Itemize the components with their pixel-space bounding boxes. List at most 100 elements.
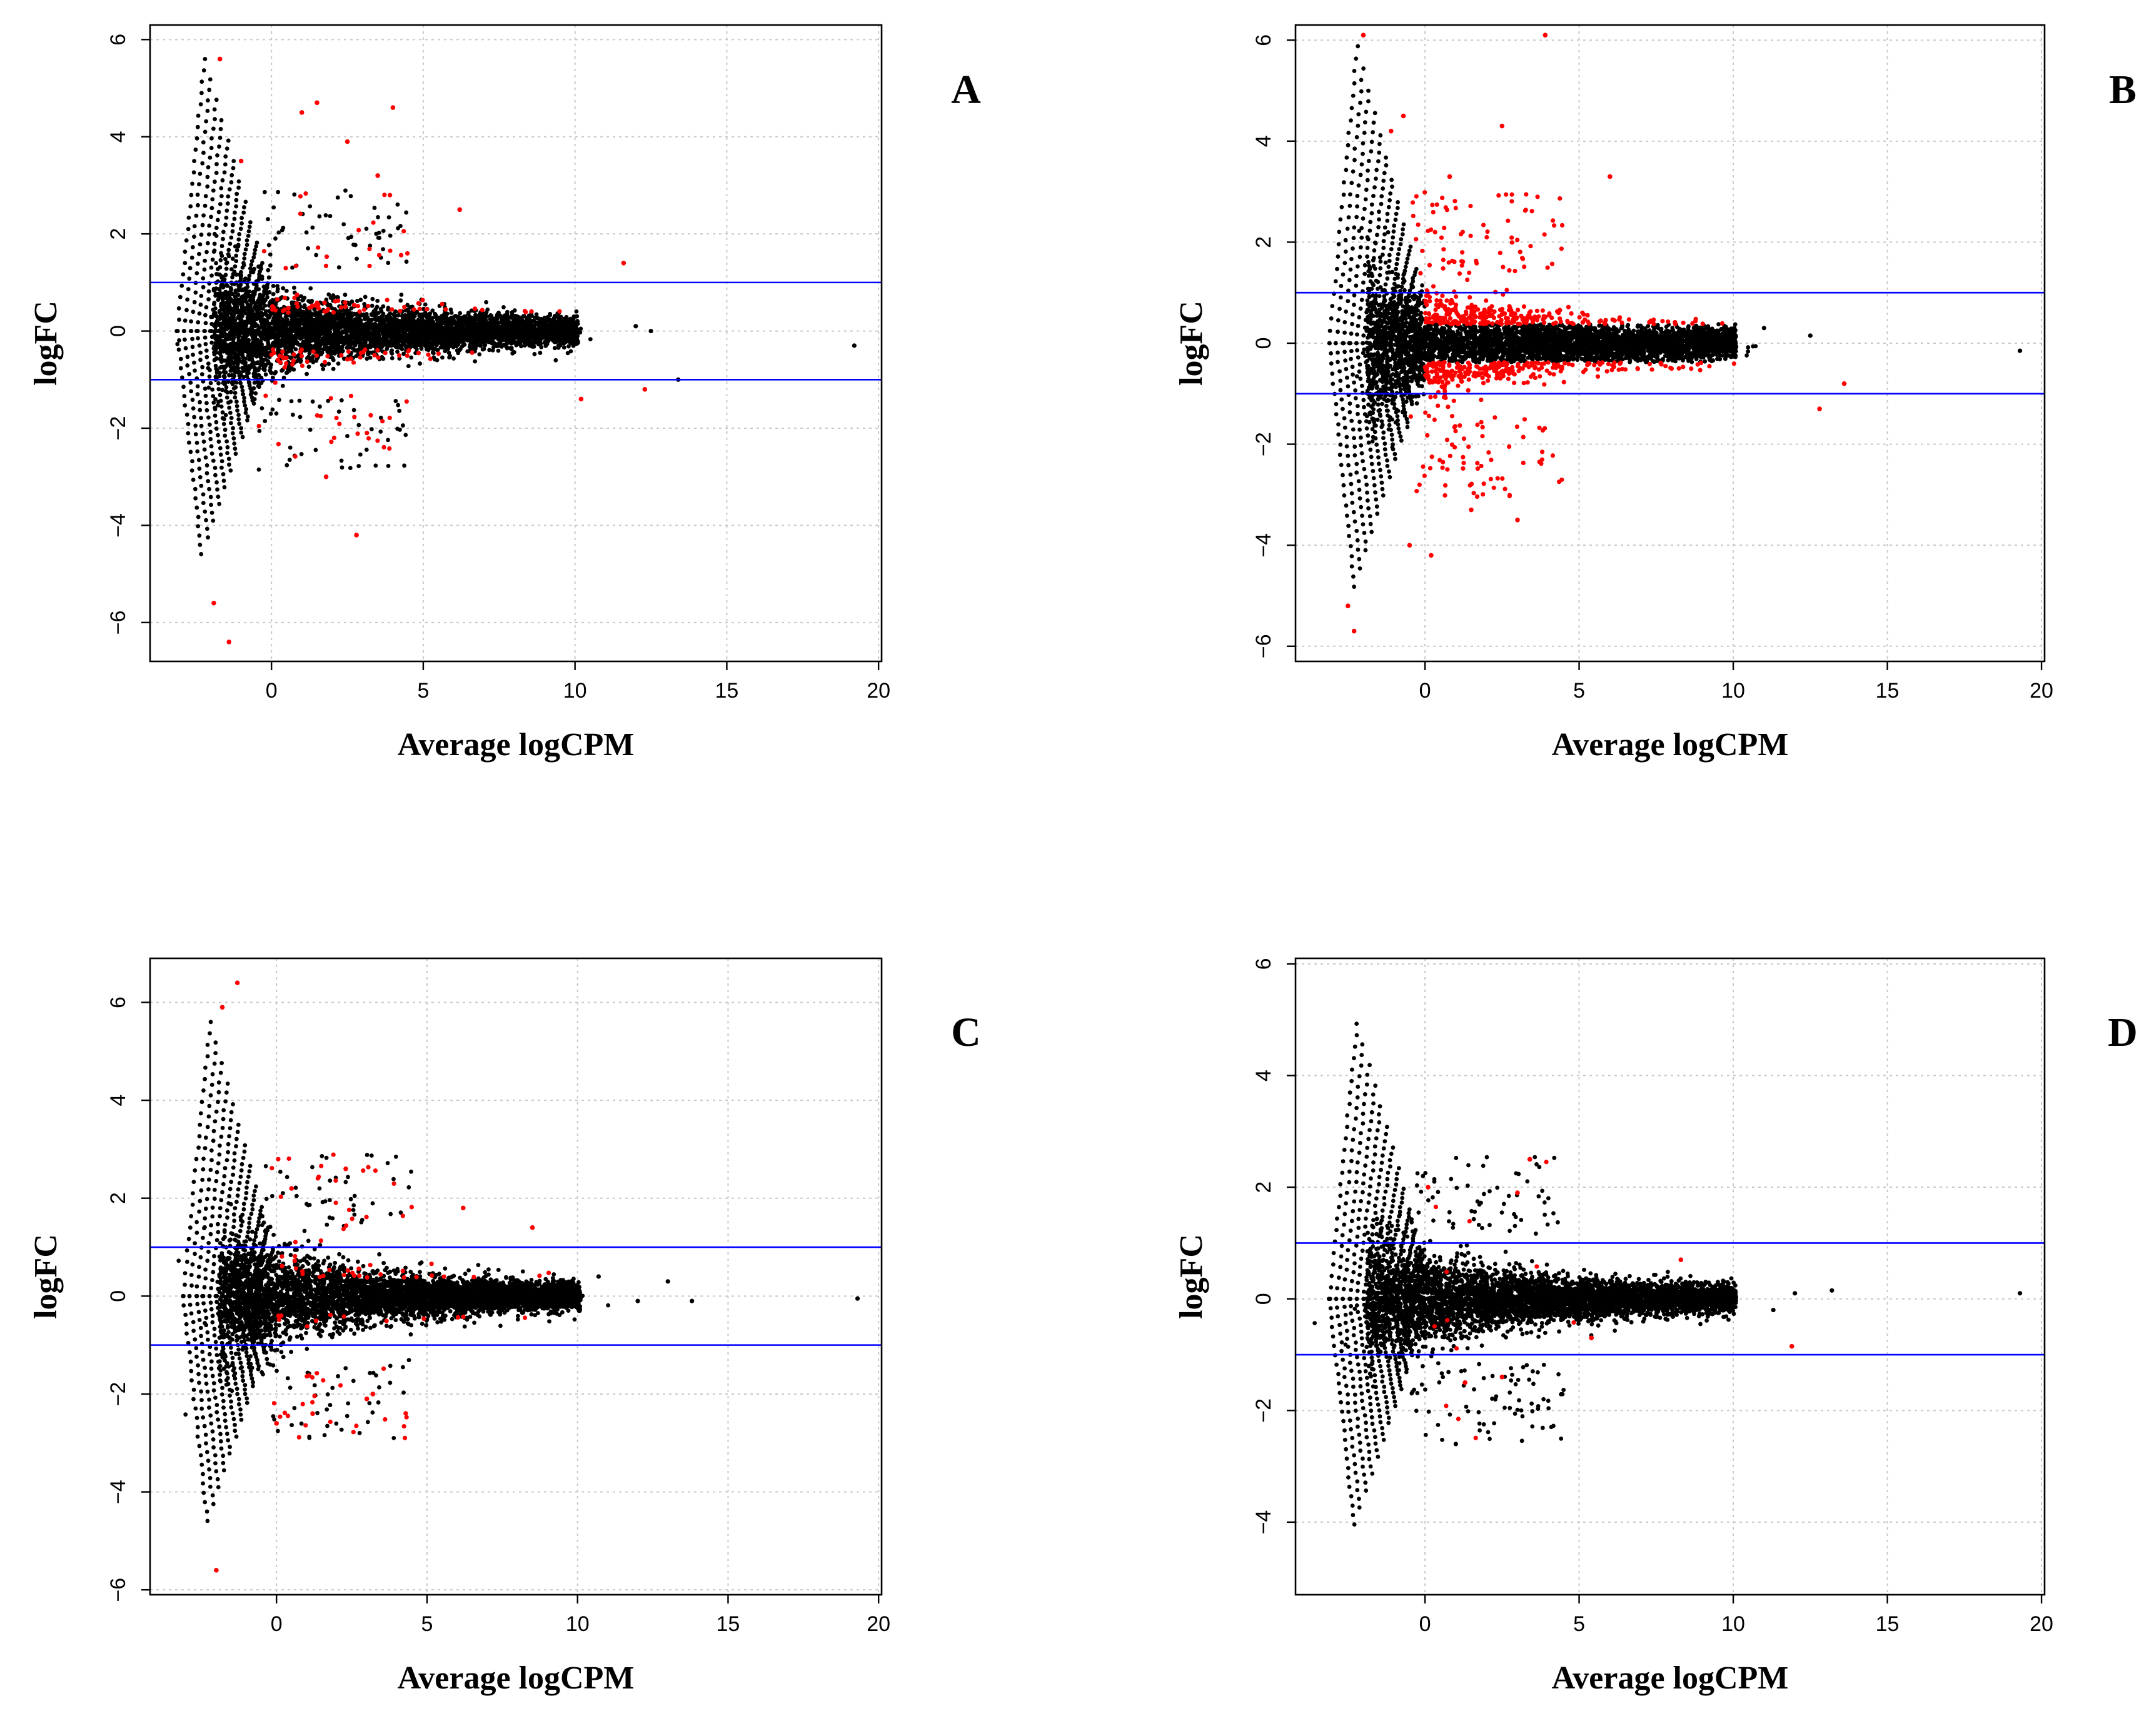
data-point bbox=[273, 369, 278, 374]
data-point bbox=[232, 365, 237, 369]
data-point bbox=[175, 329, 180, 333]
data-point bbox=[198, 399, 202, 404]
data-point bbox=[224, 336, 229, 341]
data-point bbox=[281, 375, 286, 380]
data-point bbox=[221, 478, 226, 483]
data-point bbox=[223, 413, 228, 418]
data-point bbox=[440, 355, 445, 360]
data-point bbox=[342, 324, 347, 329]
data-point bbox=[238, 226, 243, 231]
data-point bbox=[244, 339, 249, 343]
data-point bbox=[473, 359, 478, 364]
data-point bbox=[299, 294, 303, 299]
data-point bbox=[186, 287, 191, 291]
data-point bbox=[204, 463, 209, 468]
data-point bbox=[196, 458, 201, 463]
data-point bbox=[239, 318, 244, 323]
data-point bbox=[552, 346, 557, 351]
data-point bbox=[306, 364, 311, 369]
data-point bbox=[283, 351, 288, 356]
data-point bbox=[223, 428, 228, 432]
data-point bbox=[217, 374, 222, 379]
data-point bbox=[260, 261, 264, 266]
data-point bbox=[209, 340, 214, 345]
data-point bbox=[375, 298, 380, 303]
data-point bbox=[273, 314, 278, 319]
data-point bbox=[271, 284, 276, 288]
data-point bbox=[209, 444, 214, 449]
data-point bbox=[433, 311, 437, 316]
data-point bbox=[194, 271, 199, 276]
data-point bbox=[365, 356, 370, 361]
data-point bbox=[185, 354, 190, 359]
data-point bbox=[255, 304, 260, 309]
data-point bbox=[183, 403, 188, 408]
data-point bbox=[179, 283, 184, 288]
data-point bbox=[218, 258, 223, 263]
data-point bbox=[510, 351, 515, 356]
data-point bbox=[201, 213, 206, 218]
data-point bbox=[191, 353, 195, 357]
data-point bbox=[298, 359, 303, 364]
data-point bbox=[403, 344, 408, 348]
data-point bbox=[219, 465, 224, 470]
data-point bbox=[207, 422, 212, 427]
data-point bbox=[245, 414, 250, 419]
data-point bbox=[207, 88, 212, 93]
data-point bbox=[239, 430, 244, 435]
data-point bbox=[214, 271, 219, 276]
data-point bbox=[195, 124, 200, 129]
data-point bbox=[189, 319, 193, 324]
data-point bbox=[574, 309, 579, 314]
data-point bbox=[236, 413, 241, 418]
data-point bbox=[193, 432, 198, 437]
data-point bbox=[191, 170, 196, 175]
data-point bbox=[194, 505, 199, 510]
data-point bbox=[304, 338, 309, 343]
data-point bbox=[219, 118, 224, 123]
data-point bbox=[263, 298, 268, 303]
data-point bbox=[220, 344, 225, 349]
data-point bbox=[438, 345, 443, 350]
data-point bbox=[224, 261, 229, 266]
data-point bbox=[256, 287, 261, 292]
data-point bbox=[219, 301, 224, 306]
data-point bbox=[470, 315, 475, 320]
data-point bbox=[289, 322, 293, 327]
data-point bbox=[214, 480, 219, 484]
data-point bbox=[381, 304, 386, 309]
data-point bbox=[221, 236, 225, 241]
data-point bbox=[240, 287, 245, 292]
data-point bbox=[228, 468, 233, 473]
data-point bbox=[204, 354, 209, 359]
data-point bbox=[234, 248, 239, 253]
data-point bbox=[223, 364, 228, 369]
data-point bbox=[242, 251, 247, 256]
data-point bbox=[388, 315, 393, 320]
data-point bbox=[423, 324, 428, 329]
data-point bbox=[543, 341, 548, 346]
data-point bbox=[252, 251, 257, 256]
data-point bbox=[270, 331, 274, 336]
data-point bbox=[190, 344, 195, 349]
data-point bbox=[381, 356, 386, 361]
data-point bbox=[181, 329, 186, 333]
data-point bbox=[193, 290, 198, 295]
data-point bbox=[362, 301, 367, 306]
data-point bbox=[196, 336, 200, 341]
data-point bbox=[197, 311, 202, 316]
data-point bbox=[203, 313, 208, 318]
data-point bbox=[221, 358, 226, 363]
data-point bbox=[179, 375, 184, 380]
data-point bbox=[234, 259, 239, 264]
data-point bbox=[221, 472, 226, 476]
data-point bbox=[195, 329, 200, 333]
data-point bbox=[243, 247, 248, 252]
data-point bbox=[533, 319, 537, 324]
data-point bbox=[203, 335, 208, 340]
data-point bbox=[279, 325, 284, 330]
data-point bbox=[206, 535, 210, 540]
data-point bbox=[224, 304, 229, 309]
data-point bbox=[353, 348, 358, 353]
data-point bbox=[358, 298, 363, 302]
